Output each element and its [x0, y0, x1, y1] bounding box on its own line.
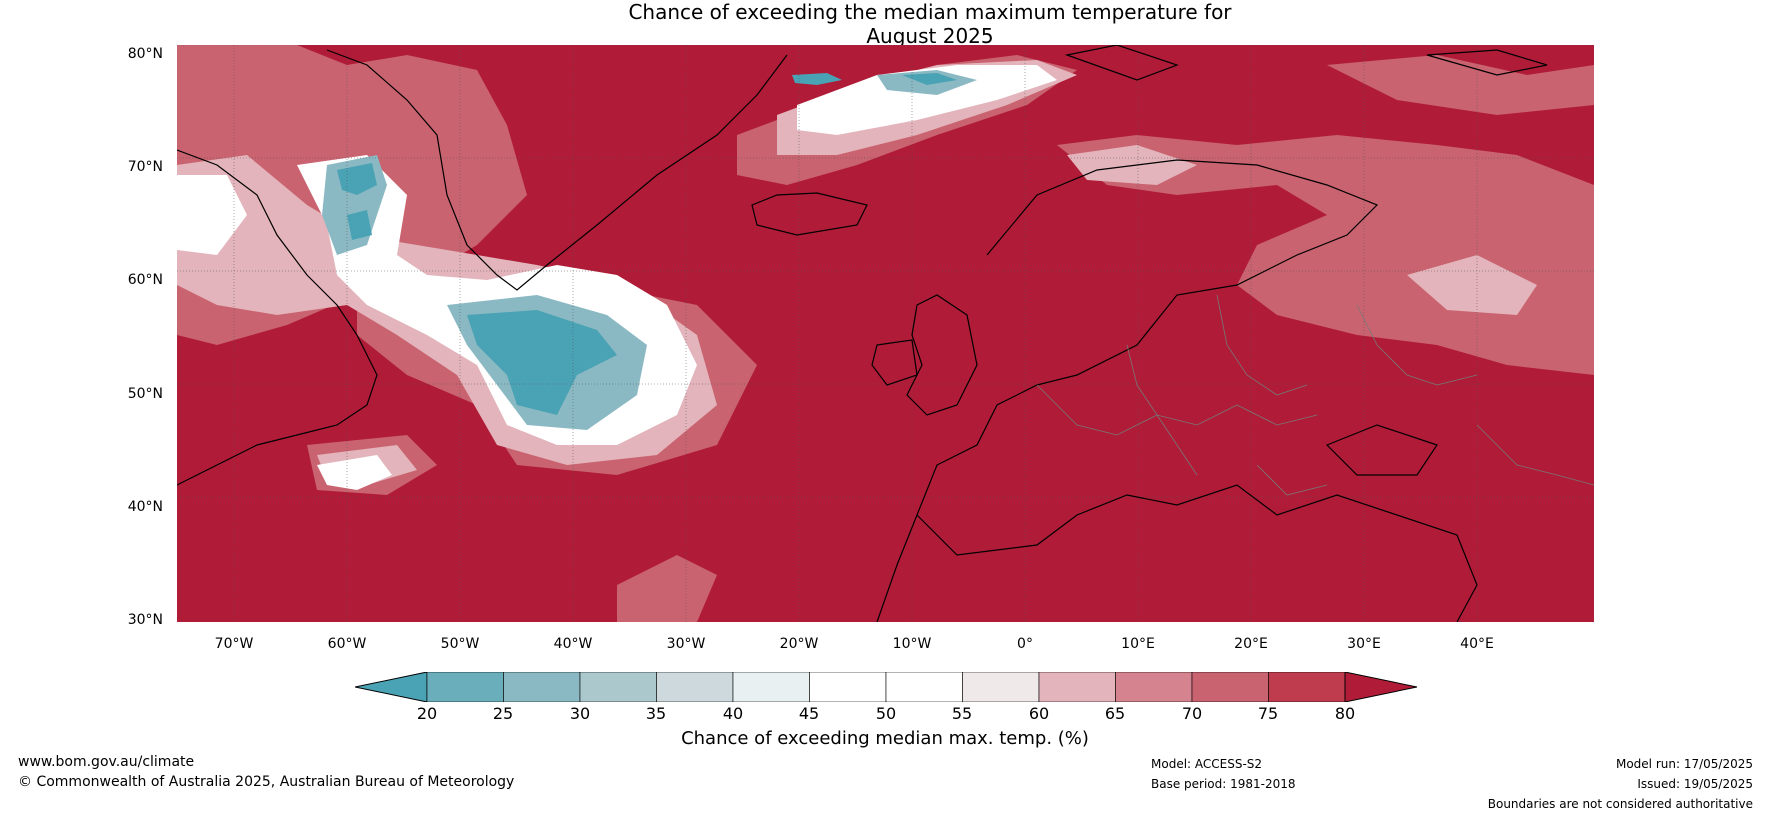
colorbar-segment — [1115, 671, 1193, 703]
map-title: Chance of exceeding the median maximum t… — [0, 0, 1770, 48]
colorbar-tick-25: 25 — [492, 704, 514, 723]
coastlines — [177, 45, 1548, 622]
map-gridlines — [177, 45, 1594, 622]
lat-label-40n: 40°N — [127, 499, 163, 515]
colorbar-tick-55: 55 — [951, 704, 973, 723]
title-line-1: Chance of exceeding the median maximum t… — [628, 0, 1232, 24]
colorbar-segment — [579, 671, 657, 703]
colorbar-segment — [732, 671, 810, 703]
colorbar-tick-60: 60 — [1028, 704, 1050, 723]
lon-label-60w: 60°W — [327, 636, 367, 652]
lat-label-70n: 70°N — [127, 159, 163, 175]
colorbar-segment — [503, 671, 581, 703]
colorbar-segment — [426, 671, 504, 703]
country-borders — [1036, 294, 1594, 496]
footer-model-run: Model run: 17/05/2025 — [1615, 757, 1753, 771]
lon-label-10e: 10°E — [1121, 636, 1155, 652]
lon-label-0: 0° — [1017, 636, 1033, 652]
colorbar-segment — [962, 671, 1040, 703]
lat-label-80n: 80°N — [127, 46, 163, 62]
colorbar-tick-65: 65 — [1104, 704, 1126, 723]
colorbar-tick-70: 70 — [1181, 704, 1203, 723]
colorbar-tick-35: 35 — [645, 704, 667, 723]
map-canvas — [177, 45, 1594, 622]
colorbar-segment — [1191, 671, 1269, 703]
colorbar-segment — [1268, 671, 1346, 703]
colorbar-segment — [656, 671, 734, 703]
lon-label-40e: 40°E — [1460, 636, 1494, 652]
colorbar — [354, 671, 1420, 703]
lat-label-50n: 50°N — [127, 386, 163, 402]
colorbar-segment — [885, 671, 963, 703]
colorbar-tick-80: 80 — [1334, 704, 1356, 723]
lon-label-10w: 10°W — [892, 636, 932, 652]
colorbar-graphic — [354, 671, 1418, 703]
lat-label-60n: 60°N — [127, 272, 163, 288]
colorbar-segment — [809, 671, 887, 703]
colorbar-tick-30: 30 — [569, 704, 591, 723]
footer-copyright: © Commonwealth of Australia 2025, Austra… — [18, 774, 515, 790]
footer-issued: Issued: 19/05/2025 — [1637, 777, 1753, 791]
colorbar-tick-40: 40 — [722, 704, 744, 723]
title-line-2: August 2025 — [866, 24, 994, 48]
lon-label-30w: 30°W — [666, 636, 706, 652]
colorbar-extend-high — [1344, 671, 1418, 703]
lon-label-20e: 20°E — [1234, 636, 1268, 652]
colorbar-label: Chance of exceeding median max. temp. (%… — [681, 728, 1089, 749]
lon-label-50w: 50°W — [440, 636, 480, 652]
lon-label-40w: 40°W — [553, 636, 593, 652]
footer-website: www.bom.gov.au/climate — [18, 754, 195, 770]
probability-map — [177, 45, 1594, 622]
colorbar-tick-45: 45 — [798, 704, 820, 723]
lon-label-70w: 70°W — [214, 636, 254, 652]
colorbar-tick-20: 20 — [416, 704, 438, 723]
lon-label-30e: 30°E — [1347, 636, 1381, 652]
colorbar-tick-50: 50 — [875, 704, 897, 723]
lon-label-20w: 20°W — [779, 636, 819, 652]
footer-disclaimer: Boundaries are not considered authoritat… — [1487, 797, 1753, 811]
footer-model: Model: ACCESS-S2 — [1151, 757, 1263, 771]
footer-base-period: Base period: 1981-2018 — [1151, 777, 1296, 791]
lat-label-30n: 30°N — [127, 612, 163, 628]
colorbar-extend-low — [354, 671, 428, 703]
colorbar-segment — [1038, 671, 1116, 703]
colorbar-tick-75: 75 — [1257, 704, 1279, 723]
